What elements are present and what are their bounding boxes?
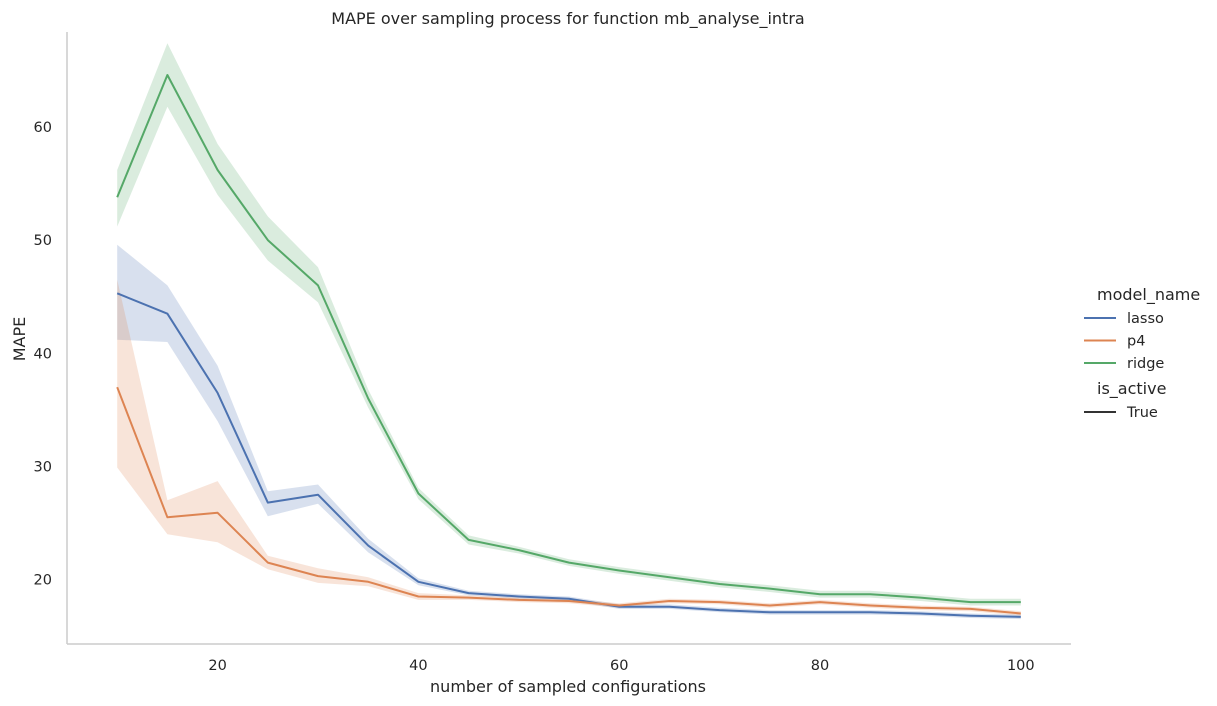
point-lasso [768,610,772,614]
series-line-p4 [116,386,1021,615]
series-line-lasso [116,292,1021,618]
point-ridge [366,397,370,401]
point-ridge [667,575,671,579]
legend-style-title: is_active [1097,379,1166,399]
point-lasso [818,610,822,614]
series-line-ridge [116,74,1021,604]
point-p4 [316,574,320,578]
point-ridge [266,238,270,242]
y-tick-label: 40 [34,346,52,362]
point-p4 [617,604,621,608]
point-lasso [366,544,370,548]
point-ridge [567,561,571,565]
point-p4 [818,600,822,604]
point-ridge [718,582,722,586]
y-tick-label: 50 [34,233,52,249]
legend-hue-title: model_name [1097,285,1200,305]
legend-label-lasso: lasso [1127,311,1164,327]
point-lasso [667,605,671,609]
confidence-bands [117,43,1021,620]
point-ridge [617,569,621,573]
series-lines [115,73,1023,618]
x-tick-label: 40 [409,658,427,674]
point-ridge [1019,600,1023,604]
point-p4 [667,599,671,603]
x-tick-label: 60 [610,658,628,674]
point-lasso [266,501,270,505]
point-ridge [517,548,521,552]
y-tick-label: 30 [34,459,52,475]
point-lasso [216,391,220,395]
y-tick-labels: 20 30 40 50 60 [34,120,52,588]
point-p4 [868,604,872,608]
legend-style-label: True [1126,405,1158,421]
x-tick-labels: 20 40 60 80 100 [208,658,1034,674]
point-lasso [868,610,872,614]
point-lasso [115,291,119,295]
band-lasso [117,244,1021,620]
point-p4 [165,515,169,519]
point-p4 [115,385,119,389]
point-ridge [918,596,922,600]
point-ridge [768,587,772,591]
x-tick-label: 20 [208,658,226,674]
point-p4 [718,600,722,604]
point-p4 [416,595,420,599]
legend-label-p4: p4 [1127,334,1145,350]
legend-entries: lasso p4 ridge [1084,311,1164,372]
point-ridge [316,283,320,287]
legend-label-ridge: ridge [1127,356,1164,372]
point-ridge [115,195,119,199]
x-tick-label: 80 [811,658,829,674]
point-ridge [165,73,169,77]
y-tick-label: 20 [34,573,52,589]
point-p4 [266,561,270,565]
point-ridge [216,168,220,172]
point-lasso [918,612,922,616]
point-p4 [216,511,220,515]
point-p4 [1019,612,1023,616]
point-p4 [918,606,922,610]
point-lasso [969,614,973,618]
point-p4 [768,604,772,608]
point-ridge [969,600,973,604]
point-p4 [467,596,471,600]
y-axis-label: MAPE [10,317,29,362]
legend: model_name lasso p4 ridge is_active True [1084,285,1200,421]
y-tick-label: 60 [34,120,52,136]
point-lasso [467,591,471,595]
point-ridge [868,592,872,596]
point-p4 [567,599,571,603]
point-lasso [316,493,320,497]
point-p4 [969,607,973,611]
point-lasso [416,580,420,584]
x-tick-label: 100 [1007,658,1035,674]
x-axis-label: number of sampled configurations [430,677,706,696]
point-lasso [718,608,722,612]
point-lasso [165,312,169,316]
point-p4 [517,598,521,602]
point-ridge [467,538,471,542]
point-p4 [366,580,370,584]
point-ridge [818,592,822,596]
plot-area [115,43,1023,620]
band-ridge [117,43,1021,606]
chart-title: MAPE over sampling process for function … [331,9,804,29]
point-ridge [416,492,420,496]
